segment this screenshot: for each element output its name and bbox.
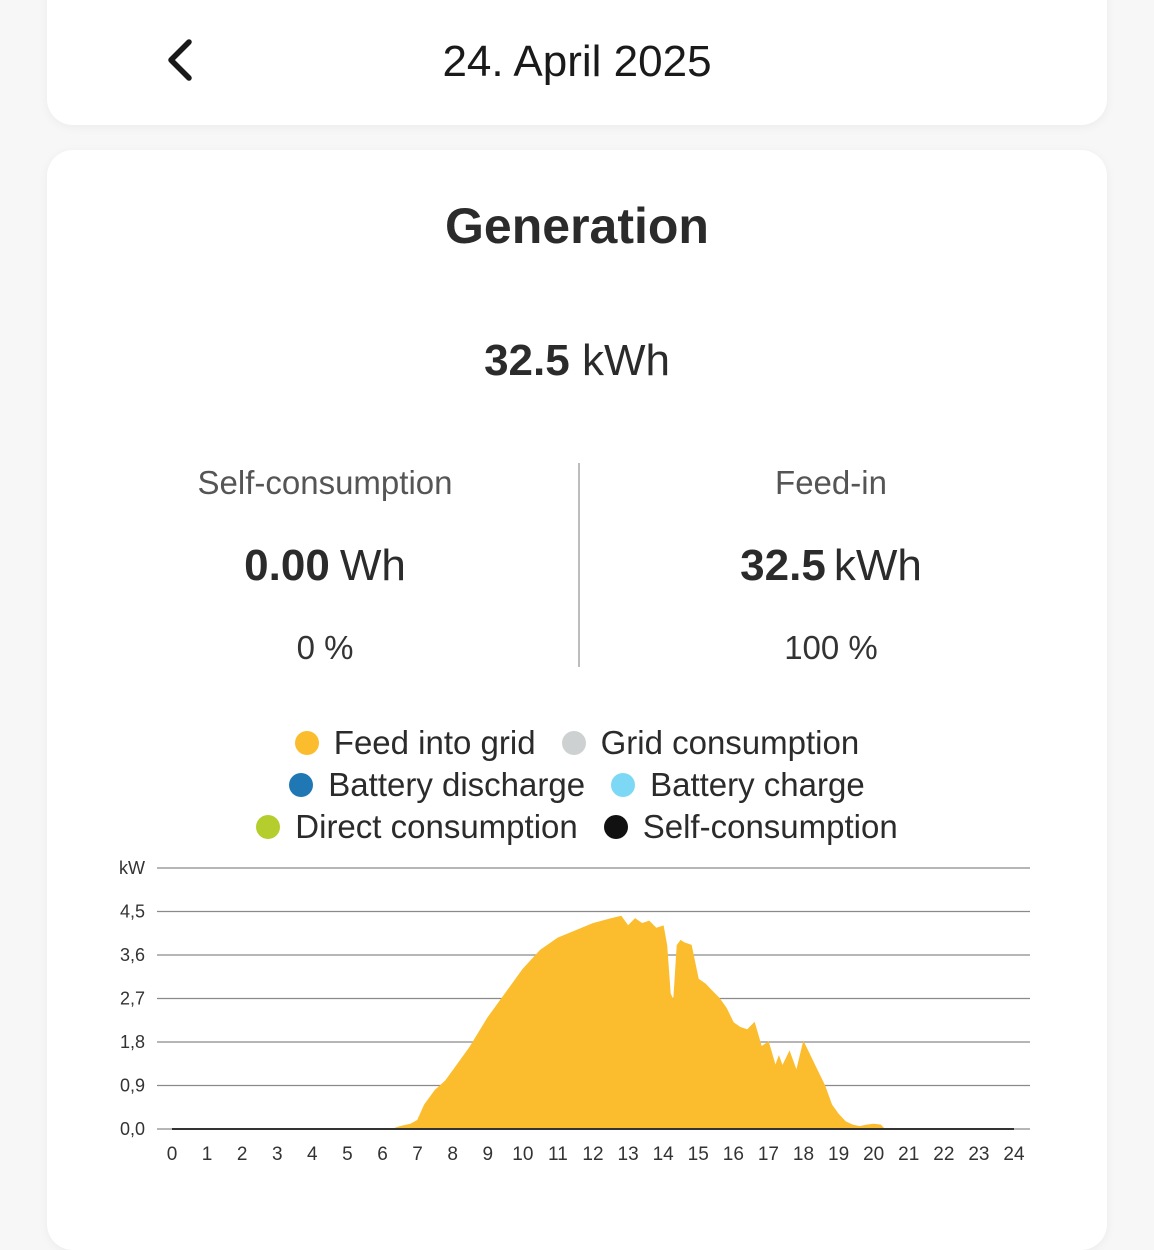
legend-dot (289, 773, 314, 797)
x-tick-label: 15 (688, 1144, 709, 1165)
x-tick-label: 3 (272, 1144, 283, 1165)
legend-row-3: Direct consumption Self-consumption (0, 807, 1154, 847)
legend-row-1: Feed into grid Grid consumption (0, 723, 1154, 763)
feed-in-number: 32.5 (740, 541, 826, 590)
legend-battery-discharge[interactable]: Battery discharge (289, 765, 585, 805)
y-tick-label: 0,0 (120, 1119, 145, 1139)
header-card (47, 0, 1107, 125)
generation-title: Generation (445, 198, 709, 254)
x-tick-label: 0 (167, 1144, 178, 1165)
x-tick-label: 23 (968, 1144, 989, 1165)
legend-dot (603, 815, 628, 839)
generation-chart[interactable]: kW0,00,91,82,73,64,50 1 2 3 4 5 6 7 8 9 10 11 12 13 14… (0, 850, 1154, 1180)
y-axis-unit-label: kW (119, 858, 145, 878)
x-tick-label: 12 (582, 1144, 603, 1165)
generation-total: 32.5 kWh (0, 336, 1154, 386)
self-consumption-percent: 0 % (296, 629, 354, 666)
legend-label: Feed into grid (333, 724, 536, 761)
x-tick-label: 16 (723, 1144, 744, 1165)
date-title[interactable]: 24. April 2025 (442, 37, 712, 86)
legend-feed-into-grid[interactable]: Feed into grid (294, 723, 536, 763)
x-tick-label: 2 (237, 1144, 248, 1165)
x-tick-label: 10 (512, 1144, 533, 1165)
chevron-left-icon (165, 38, 195, 87)
feed-in-percent: 100 % (784, 629, 878, 666)
self-consumption-number: 0.00 (244, 541, 330, 590)
x-tick-label: 11 (548, 1144, 568, 1165)
y-tick-label: 3,6 (120, 945, 145, 965)
legend-label: Battery charge (650, 766, 865, 803)
x-tick-label: 17 (758, 1144, 779, 1165)
x-tick-label: 9 (482, 1144, 493, 1165)
y-tick-label: 4,5 (120, 902, 145, 922)
x-tick-label: 14 (653, 1144, 675, 1165)
back-button[interactable] (152, 36, 208, 88)
legend-dot (561, 731, 586, 755)
x-tick-label: 4 (307, 1144, 318, 1165)
self-consumption-value: 0.00 Wh (75, 540, 575, 592)
x-tick-label: 24 (1003, 1144, 1025, 1165)
feed-in-label: Feed-in (775, 464, 887, 501)
self-consumption-label: Self-consumption (197, 464, 453, 501)
x-tick-label: 18 (793, 1144, 814, 1165)
x-tick-label: 20 (863, 1144, 884, 1165)
legend-label: Self-consumption (642, 808, 898, 845)
legend-battery-charge[interactable]: Battery charge (611, 765, 865, 805)
x-tick-label: 7 (412, 1144, 423, 1165)
legend-dot (294, 731, 319, 755)
legend-row-2: Battery discharge Battery charge (0, 765, 1154, 805)
total-unit: kWh (581, 336, 670, 385)
legend-self-consumption[interactable]: Self-consumption (603, 807, 898, 847)
feed-in-unit: kWh (833, 541, 922, 590)
x-tick-label: 5 (342, 1144, 353, 1165)
y-tick-label: 0,9 (120, 1076, 145, 1096)
x-tick-label: 8 (447, 1144, 458, 1165)
x-tick-label: 1 (202, 1144, 213, 1165)
x-tick-label: 13 (618, 1144, 639, 1165)
x-tick-label: 6 (377, 1144, 388, 1165)
legend-dot (611, 773, 636, 797)
legend-label: Grid consumption (600, 724, 860, 761)
stats-divider (578, 463, 580, 667)
x-tick-label: 21 (898, 1144, 919, 1165)
series-area-feed-into-grid (392, 915, 886, 1130)
self-consumption-unit: Wh (339, 541, 406, 590)
y-tick-label: 1,8 (120, 1032, 145, 1052)
legend-grid-consumption[interactable]: Grid consumption (561, 723, 860, 763)
x-tick-label: 22 (933, 1144, 954, 1165)
feed-in-value: 32.5 kWh (581, 540, 1081, 592)
legend-direct-consumption[interactable]: Direct consumption (256, 807, 578, 847)
legend-label: Battery discharge (328, 766, 586, 803)
legend-label: Direct consumption (295, 808, 578, 845)
legend-dot (256, 815, 281, 839)
y-tick-label: 2,7 (120, 989, 145, 1009)
total-value: 32.5 (484, 336, 570, 385)
x-tick-label: 19 (828, 1144, 849, 1165)
